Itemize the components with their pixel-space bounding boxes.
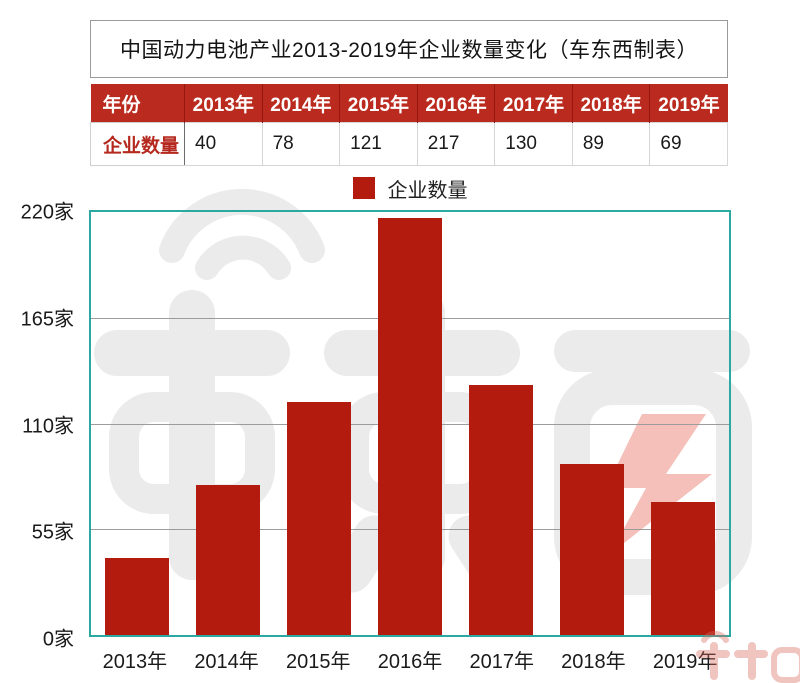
table-header-row: 年份 2013年 2014年 2015年 2016年 2017年 2018年 2… [90, 84, 728, 123]
y-tick-label: 110家 [22, 415, 74, 437]
table-row-label: 企业数量 [90, 122, 185, 166]
table-header-2018: 2018年 [571, 84, 650, 123]
table-header-2019: 2019年 [649, 84, 728, 123]
bar-2014年 [195, 485, 260, 635]
table-header-2014: 2014年 [261, 84, 340, 123]
x-tick-label: 2016年 [377, 651, 443, 673]
table-values-row: 企业数量 40 78 121 217 130 89 69 [90, 122, 728, 166]
bars [91, 212, 729, 635]
x-tick-label: 2018年 [561, 651, 626, 673]
chart-legend: 企业数量 [90, 174, 730, 202]
table-header-2017: 2017年 [494, 84, 573, 123]
table-value-2013: 40 [184, 122, 263, 166]
bar-2017年 [469, 385, 534, 635]
x-tick-label: 2014年 [194, 651, 259, 673]
x-tick-label: 2015年 [286, 651, 351, 673]
x-tick-label: 2019年 [652, 651, 718, 673]
y-tick-label: 0家 [42, 628, 74, 651]
y-axis-labels: 0家 55家 110家 165家 220家 [0, 202, 78, 651]
table-value-2017: 130 [494, 122, 573, 166]
table-value-2016: 217 [416, 122, 496, 166]
chart-title: 中国动力电池产业2013-2019年企业数量变化（车东西制表） [90, 20, 728, 78]
table-header-2015: 2015年 [339, 84, 418, 123]
bar-2013年 [104, 558, 169, 635]
y-tick-label: 165家 [20, 308, 74, 331]
x-axis-labels: 2013年 2014年 2015年 2016年 2017年 2018年 2019年 [89, 645, 731, 674]
bar-2019年 [651, 502, 716, 635]
table-header-2016: 2016年 [416, 84, 495, 123]
y-tick-label: 220家 [20, 201, 74, 224]
table-value-2019: 69 [649, 122, 728, 166]
table-value-2015: 121 [339, 122, 418, 166]
y-tick-label: 55家 [31, 521, 74, 544]
data-table: 年份 2013年 2014年 2015年 2016年 2017年 2018年 2… [90, 84, 728, 166]
table-header-2013: 2013年 [184, 84, 263, 123]
x-tick-label: 2017年 [469, 651, 534, 673]
x-tick-label: 2013年 [102, 651, 168, 673]
plot-area [89, 210, 731, 637]
bar-2018年 [560, 463, 625, 635]
legend-label: 企业数量 [387, 179, 468, 202]
bar-2016年 [377, 217, 442, 635]
legend-swatch-icon [352, 177, 375, 199]
table-value-2018: 89 [571, 122, 651, 166]
table-header-year: 年份 [90, 84, 185, 123]
table-value-2014: 78 [261, 122, 341, 166]
bar-2015年 [286, 402, 351, 635]
